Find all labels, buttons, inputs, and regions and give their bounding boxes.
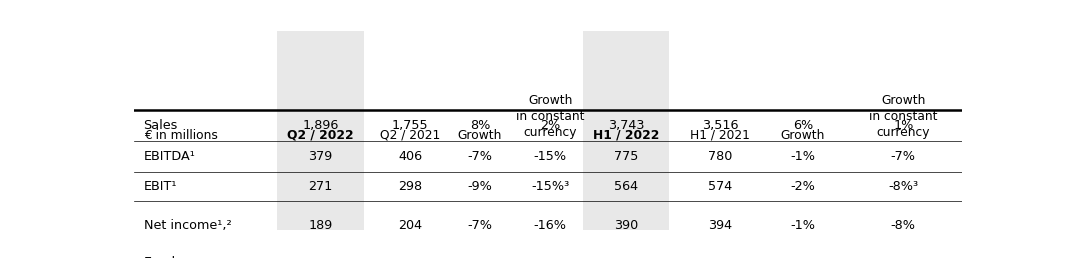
Text: 1,755: 1,755 xyxy=(392,119,429,132)
Text: 6%: 6% xyxy=(793,119,814,132)
Bar xyxy=(277,27,363,110)
Text: 394: 394 xyxy=(708,219,732,232)
Text: -1%: -1% xyxy=(791,219,816,232)
Text: EBIT¹: EBIT¹ xyxy=(143,180,177,193)
Bar xyxy=(584,249,669,258)
Text: -16%: -16% xyxy=(533,219,567,232)
Bar xyxy=(277,201,363,249)
Text: -8%: -8% xyxy=(890,219,916,232)
Text: -7%: -7% xyxy=(467,150,493,163)
Text: 271: 271 xyxy=(308,180,332,193)
Text: Growth
in constant
currency: Growth in constant currency xyxy=(516,94,585,139)
Text: 189: 189 xyxy=(308,219,332,232)
Text: 775: 775 xyxy=(614,150,638,163)
Bar xyxy=(584,141,669,172)
Text: 390: 390 xyxy=(614,219,638,232)
Bar xyxy=(277,172,363,201)
Text: 298: 298 xyxy=(399,180,422,193)
Text: € in millions: € in millions xyxy=(143,129,217,142)
Text: -15%: -15% xyxy=(533,150,567,163)
Text: 406: 406 xyxy=(399,150,422,163)
Text: -8%³: -8%³ xyxy=(888,180,918,193)
Text: 3,516: 3,516 xyxy=(702,119,739,132)
Bar xyxy=(584,201,669,249)
Text: 1,896: 1,896 xyxy=(303,119,339,132)
Text: 2%: 2% xyxy=(540,119,560,132)
Text: Growth
in constant
currency: Growth in constant currency xyxy=(869,94,938,139)
Bar xyxy=(277,110,363,141)
Text: Q2 / 2021: Q2 / 2021 xyxy=(381,129,440,142)
Bar xyxy=(277,249,363,258)
Bar xyxy=(584,27,669,110)
Text: H1 / 2022: H1 / 2022 xyxy=(593,129,660,142)
Text: Growth: Growth xyxy=(780,129,825,142)
Text: 574: 574 xyxy=(708,180,732,193)
Text: 8%: 8% xyxy=(469,119,490,132)
Text: -2%: -2% xyxy=(791,180,816,193)
Text: H1 / 2021: H1 / 2021 xyxy=(691,129,750,142)
Text: 3,743: 3,743 xyxy=(608,119,645,132)
Text: 564: 564 xyxy=(614,180,638,193)
Bar xyxy=(584,110,669,141)
Text: -7%: -7% xyxy=(467,219,493,232)
Text: Employees
(June 30 / Dec. 31): Employees (June 30 / Dec. 31) xyxy=(143,256,260,258)
Text: 204: 204 xyxy=(399,219,422,232)
Text: -15%³: -15%³ xyxy=(531,180,570,193)
Text: Q2 / 2022: Q2 / 2022 xyxy=(288,129,354,142)
Text: EBITDA¹: EBITDA¹ xyxy=(143,150,196,163)
Bar xyxy=(584,172,669,201)
Bar xyxy=(277,141,363,172)
Text: 1%: 1% xyxy=(893,119,914,132)
Text: -1%: -1% xyxy=(791,150,816,163)
Text: Sales: Sales xyxy=(143,119,177,132)
Text: Net income¹,²: Net income¹,² xyxy=(143,219,231,232)
Text: -9%: -9% xyxy=(467,180,493,193)
Text: 780: 780 xyxy=(708,150,732,163)
Text: 379: 379 xyxy=(308,150,332,163)
Text: Growth: Growth xyxy=(458,129,502,142)
Text: -7%: -7% xyxy=(890,150,916,163)
